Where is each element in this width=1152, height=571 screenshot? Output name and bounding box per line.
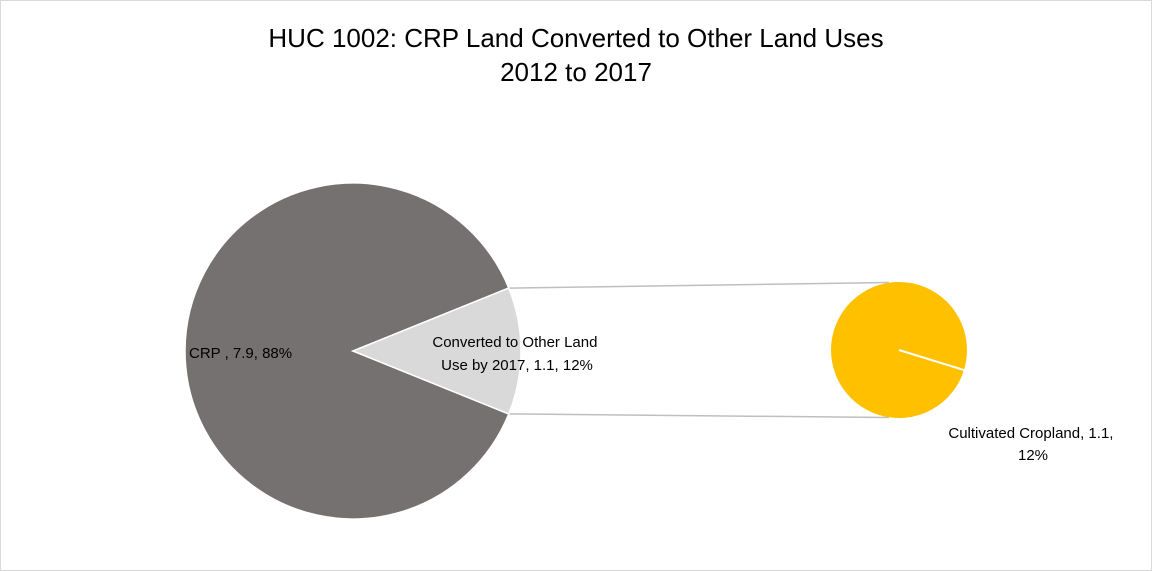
chart-title-line2: 2012 to 2017 [500,57,652,87]
cultivated-data-label-line2: 12% [1018,447,1048,464]
converted-data-label: Converted to Other Land Use by 2017, 1.1… [432,334,601,374]
secondary-pie-slice-edge [898,349,965,372]
connector-line-bottom [508,413,890,419]
secondary-pie [831,282,967,418]
connector-lines [508,281,890,419]
converted-data-label-line1: Converted to Other Land [432,334,597,351]
main-pie-slice-converted [350,287,522,415]
cultivated-data-label-line1: Cultivated Cropland, 1.1, [948,425,1113,442]
main-pie-slice-crp [184,182,510,520]
connector-line-top [508,281,890,289]
main-pie [184,182,522,520]
chart-title-line1: HUC 1002: CRP Land Converted to Other La… [268,23,884,53]
cultivated-data-label: Cultivated Cropland, 1.1, 12% [948,425,1117,464]
converted-data-label-line2: Use by 2017, 1.1, 12% [441,357,593,374]
crp-data-label: CRP , 7.9, 88% [189,345,292,362]
chart-title: HUC 1002: CRP Land Converted to Other La… [1,21,1151,89]
